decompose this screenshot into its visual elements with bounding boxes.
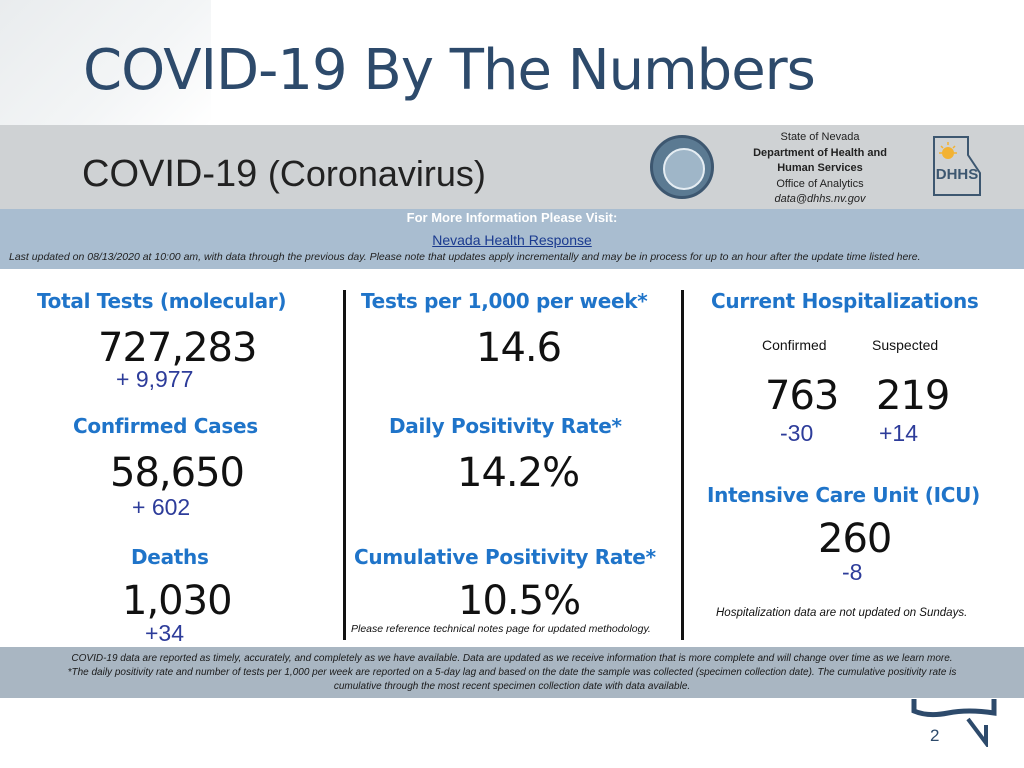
corner-decoration bbox=[0, 0, 211, 125]
agency-line-dept: Department of Health and bbox=[753, 146, 887, 159]
tests-per-1000-value: 14.6 bbox=[476, 325, 562, 371]
confirmed-cases-label: Confirmed Cases bbox=[73, 414, 258, 438]
dhhs-watermark-icon bbox=[911, 699, 997, 747]
dashboard-title-main: COVID-19 bbox=[82, 153, 258, 195]
dashboard-panel: COVID-19 (Coronavirus) State of Nevada D… bbox=[0, 125, 1024, 698]
column-divider-2 bbox=[681, 290, 684, 640]
confirmed-cases-delta: + 602 bbox=[132, 494, 191, 520]
cumulative-positivity-value: 10.5% bbox=[458, 578, 581, 624]
last-updated-text: Last updated on 08/13/2020 at 10:00 am, … bbox=[9, 251, 921, 263]
hosp-confirmed-label: Confirmed bbox=[762, 337, 827, 353]
agency-line-hhs: Human Services bbox=[777, 162, 863, 174]
deaths-delta: +34 bbox=[145, 620, 185, 646]
current-hospitalizations-label: Current Hospitalizations bbox=[711, 289, 979, 313]
total-tests-delta: + 9,977 bbox=[116, 366, 194, 392]
total-tests-value: 727,283 bbox=[98, 325, 257, 371]
cumulative-positivity-label: Cumulative Positivity Rate* bbox=[354, 545, 656, 569]
footer-line-3: cumulative through the most recent speci… bbox=[333, 681, 691, 692]
agency-email: data@dhhs.nv.gov bbox=[774, 193, 866, 205]
daily-positivity-label: Daily Positivity Rate* bbox=[389, 414, 622, 438]
hospitalization-note: Hospitalization data are not updated on … bbox=[716, 607, 968, 619]
dashboard-title-sub: (Coronavirus) bbox=[267, 153, 486, 194]
agency-block: State of Nevada Department of Health and… bbox=[740, 130, 900, 208]
methodology-note: Please reference technical notes page fo… bbox=[351, 623, 651, 635]
page-number: 2 bbox=[930, 726, 940, 745]
footer-notes: COVID-19 data are reported as timely, ac… bbox=[0, 647, 1024, 698]
footer-line-1: COVID-19 data are reported as timely, ac… bbox=[71, 653, 953, 664]
hosp-suspected-delta: +14 bbox=[879, 420, 919, 446]
nevada-seal-icon bbox=[650, 135, 714, 199]
icu-label: Intensive Care Unit (ICU) bbox=[707, 483, 980, 507]
total-tests-label: Total Tests (molecular) bbox=[37, 289, 287, 313]
daily-positivity-value: 14.2% bbox=[457, 450, 580, 496]
footer-line-2: *The daily positivity rate and number of… bbox=[67, 667, 957, 678]
hosp-confirmed-delta: -30 bbox=[780, 420, 814, 446]
visit-text: For More Information Please Visit: bbox=[406, 210, 618, 225]
column-divider-1 bbox=[343, 290, 346, 640]
agency-line-office: Office of Analytics bbox=[776, 177, 864, 190]
dhhs-logo-icon: DHHS bbox=[933, 136, 981, 196]
icu-value: 260 bbox=[818, 516, 892, 562]
dashboard-title: COVID-19 (Coronavirus) bbox=[82, 153, 486, 196]
tests-per-1000-label: Tests per 1,000 per week* bbox=[361, 289, 648, 313]
deaths-label: Deaths bbox=[131, 545, 209, 569]
hosp-suspected-label: Suspected bbox=[872, 337, 939, 353]
info-bar: For More Information Please Visit: Nevad… bbox=[0, 209, 1024, 269]
agency-line-state: State of Nevada bbox=[780, 131, 860, 143]
confirmed-cases-value: 58,650 bbox=[110, 450, 245, 496]
hosp-suspected-value: 219 bbox=[876, 373, 950, 419]
deaths-value: 1,030 bbox=[122, 578, 233, 624]
icu-delta: -8 bbox=[842, 559, 863, 585]
slide-title: COVID-19 By The Numbers bbox=[83, 38, 816, 103]
dashboard-header: COVID-19 (Coronavirus) State of Nevada D… bbox=[0, 125, 1024, 209]
nevada-health-response-link[interactable]: Nevada Health Response bbox=[432, 232, 592, 248]
dhhs-logo-text: DHHS bbox=[936, 166, 979, 183]
hosp-confirmed-value: 763 bbox=[765, 373, 839, 419]
